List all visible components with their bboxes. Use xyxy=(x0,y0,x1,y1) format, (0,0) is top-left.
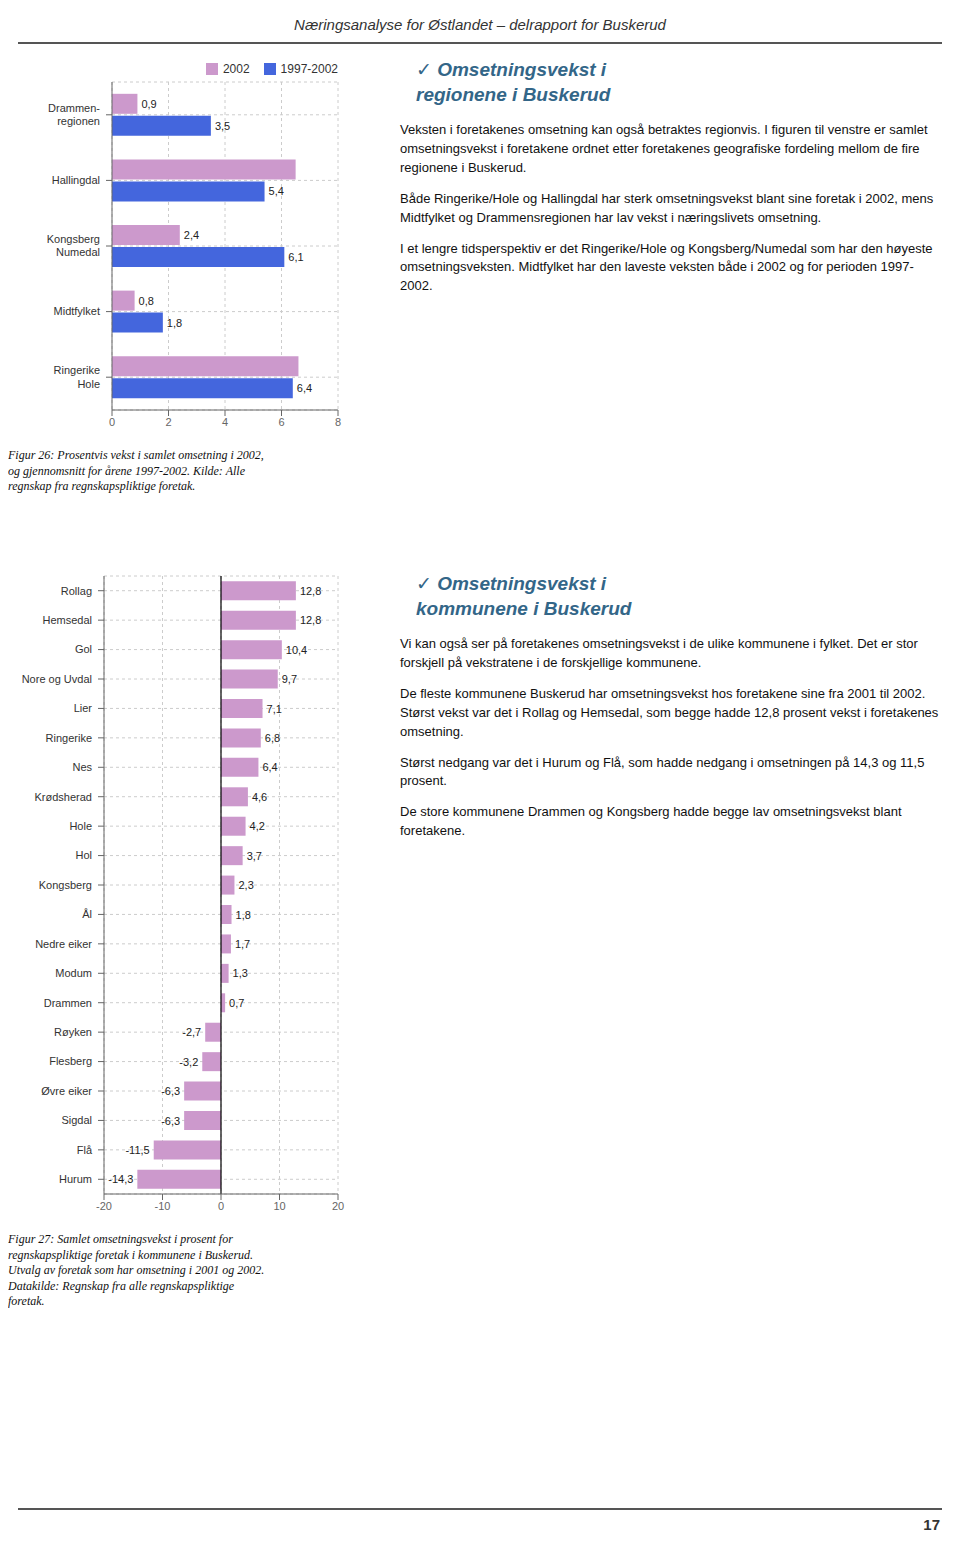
html-text:✓ Omsetningsvekst i regionene: ✓ Omsetningsvekst i regionene i Buskerud xyxy=(416,59,611,105)
html-text:2002: 2002 xyxy=(222,62,250,76)
svg-text:4,2: 4,2 xyxy=(250,820,265,832)
html-text:Figur 27: Samlet omsetningsvek: Figur 27: Samlet omsetningsvekst i prose… xyxy=(8,1232,265,1309)
svg-text:Drammen-regionen: Drammen-regionen xyxy=(48,102,100,127)
html-text:Næringsanalyse for Østlandet –: Næringsanalyse for Østlandet – delrappor… xyxy=(294,16,666,33)
svg-text:0: 0 xyxy=(109,416,115,428)
svg-text:KongsbergNumedal: KongsbergNumedal xyxy=(47,233,100,258)
svg-text:20: 20 xyxy=(332,1200,344,1212)
svg-text:-14,3: -14,3 xyxy=(108,1173,133,1185)
svg-text:-10: -10 xyxy=(155,1200,171,1212)
svg-text:6,8: 6,8 xyxy=(265,732,280,744)
html-text:I et lengre tidsperspektiv er: I et lengre tidsperspektiv er det Ringer… xyxy=(400,240,933,294)
svg-text:Røyken: Røyken xyxy=(54,1026,92,1038)
svg-text:Modum: Modum xyxy=(55,967,92,979)
svg-text:6,1: 6,1 xyxy=(288,251,303,263)
svg-text:Hol: Hol xyxy=(75,849,92,861)
html-text:Vi kan også ser på foretakenes: Vi kan også ser på foretakenes omsetning… xyxy=(400,636,918,671)
html-text:Figur 26: Prosentvis vekst i s: Figur 26: Prosentvis vekst i samlet omse… xyxy=(8,448,264,494)
svg-text:-6,3: -6,3 xyxy=(161,1115,180,1127)
svg-text:Øvre eiker: Øvre eiker xyxy=(41,1085,92,1097)
html-text:17: 17 xyxy=(923,1516,940,1533)
html-text:✓ Omsetningsvekst i kommunene: ✓ Omsetningsvekst i kommunene i Buskerud xyxy=(416,573,632,619)
svg-text:-3,2: -3,2 xyxy=(179,1056,198,1068)
svg-text:-2,7: -2,7 xyxy=(182,1026,201,1038)
svg-text:8: 8 xyxy=(335,416,341,428)
html-text:Veksten i foretakenes omsetnin: Veksten i foretakenes omsetning kan også… xyxy=(400,122,928,176)
svg-text:Midtfylket: Midtfylket xyxy=(54,305,100,317)
svg-text:2: 2 xyxy=(165,416,171,428)
svg-text:12,8: 12,8 xyxy=(300,614,321,626)
svg-text:2,3: 2,3 xyxy=(238,879,253,891)
svg-text:0,7: 0,7 xyxy=(229,997,244,1009)
svg-text:Nes: Nes xyxy=(72,761,92,773)
svg-text:4: 4 xyxy=(222,416,228,428)
svg-text:10,4: 10,4 xyxy=(286,644,307,656)
svg-text:Lier: Lier xyxy=(74,702,93,714)
svg-text:0,8: 0,8 xyxy=(139,295,154,307)
svg-text:Hole: Hole xyxy=(69,820,92,832)
svg-text:-6,3: -6,3 xyxy=(161,1085,180,1097)
svg-text:Hallingdal: Hallingdal xyxy=(52,174,100,186)
svg-text:Kongsberg: Kongsberg xyxy=(39,879,92,891)
svg-text:Flå: Flå xyxy=(77,1144,93,1156)
svg-text:3,7: 3,7 xyxy=(247,850,262,862)
svg-text:Nedre eiker: Nedre eiker xyxy=(35,938,92,950)
svg-text:1,8: 1,8 xyxy=(236,909,251,921)
svg-text:6,4: 6,4 xyxy=(262,761,277,773)
svg-text:Ringerike: Ringerike xyxy=(46,732,92,744)
svg-text:Nore og Uvdal: Nore og Uvdal xyxy=(22,673,92,685)
svg-text:Drammen: Drammen xyxy=(44,997,92,1009)
svg-text:Flesberg: Flesberg xyxy=(49,1055,92,1067)
svg-text:Hemsedal: Hemsedal xyxy=(42,614,92,626)
svg-text:1,3: 1,3 xyxy=(233,967,248,979)
svg-text:RingerikeHole: RingerikeHole xyxy=(54,364,100,389)
svg-text:-20: -20 xyxy=(96,1200,112,1212)
svg-text:9,7: 9,7 xyxy=(282,673,297,685)
html-text:Både Ringerike/Hole og Halling: Både Ringerike/Hole og Hallingdal har st… xyxy=(400,190,934,225)
html-text:Størst nedgang var det i Hurum: Størst nedgang var det i Hurum og Flå, s… xyxy=(400,754,925,789)
svg-text:6: 6 xyxy=(278,416,284,428)
svg-text:Krødsherad: Krødsherad xyxy=(35,791,92,803)
svg-text:0: 0 xyxy=(218,1200,224,1212)
svg-text:12,8: 12,8 xyxy=(300,585,321,597)
svg-text:4,6: 4,6 xyxy=(252,791,267,803)
svg-text:1,7: 1,7 xyxy=(235,938,250,950)
html-text:De fleste kommunene Buskerud h: De fleste kommunene Buskerud har omsetni… xyxy=(400,686,939,739)
svg-text:Hurum: Hurum xyxy=(59,1173,92,1185)
svg-text:Rollag: Rollag xyxy=(61,585,92,597)
svg-text:-11,5: -11,5 xyxy=(125,1144,149,1156)
svg-text:6,4: 6,4 xyxy=(297,382,312,394)
svg-text:Gol: Gol xyxy=(75,643,92,655)
svg-text:0,9: 0,9 xyxy=(141,98,156,110)
svg-text:2,4: 2,4 xyxy=(184,229,199,241)
html-text:De store kommunene Drammen og: De store kommunene Drammen og Kongsberg … xyxy=(400,804,902,839)
svg-text:10: 10 xyxy=(273,1200,285,1212)
svg-text:Sigdal: Sigdal xyxy=(61,1114,92,1126)
svg-text:7,1: 7,1 xyxy=(267,703,282,715)
svg-text:3,5: 3,5 xyxy=(215,120,230,132)
svg-text:Ål: Ål xyxy=(82,908,92,920)
svg-text:5,4: 5,4 xyxy=(269,185,284,197)
html-text:1997-2002: 1997-2002 xyxy=(280,62,338,76)
svg-text:1,8: 1,8 xyxy=(167,317,182,329)
